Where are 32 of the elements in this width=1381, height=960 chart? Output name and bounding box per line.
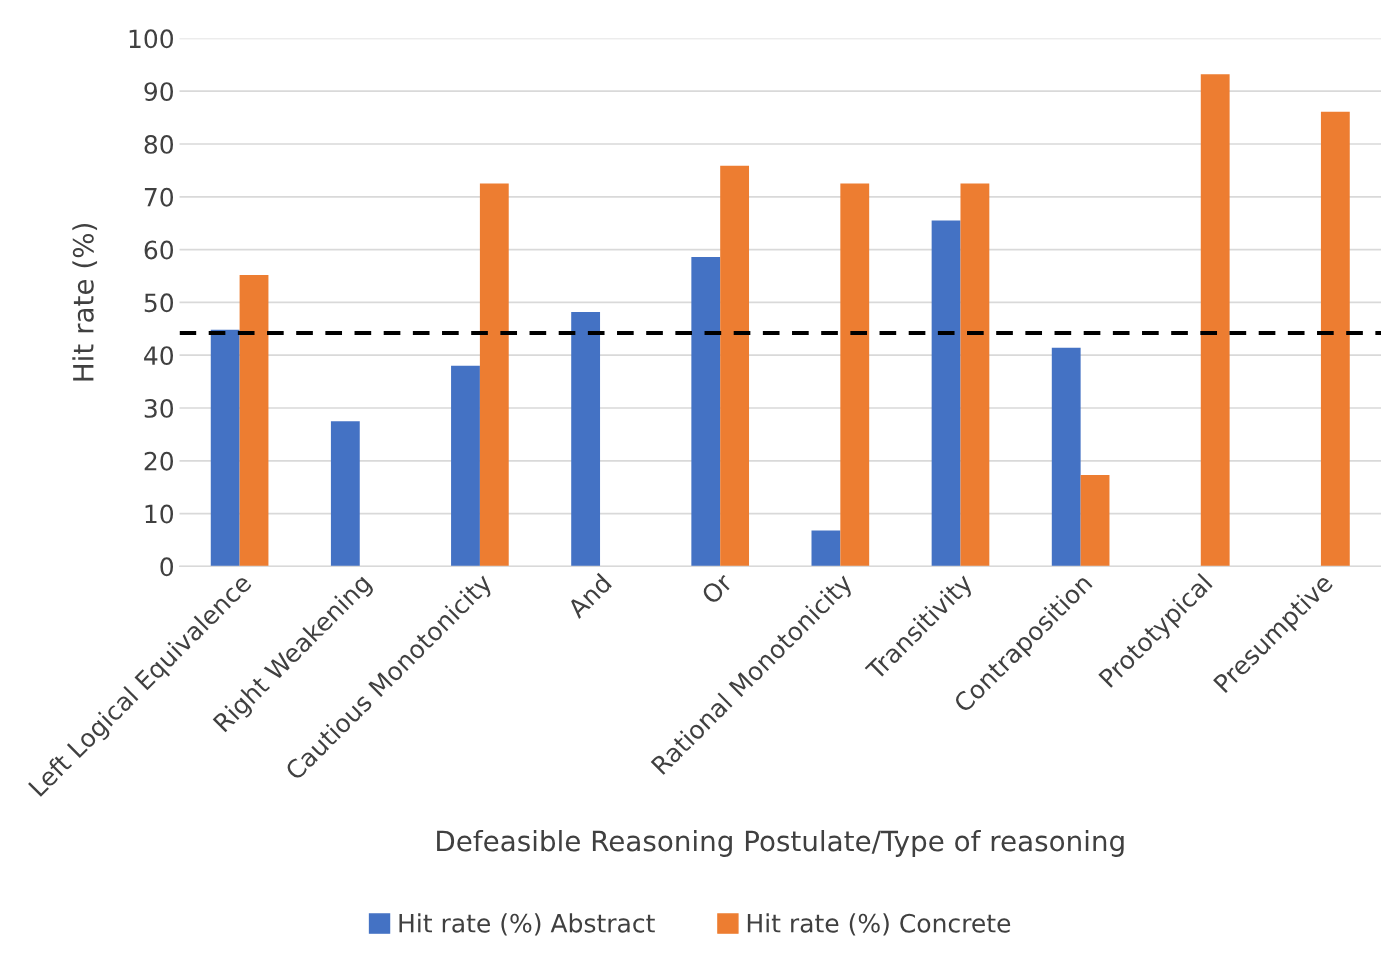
bar [840, 183, 870, 567]
y-axis-title: Hit rate (%) [72, 223, 98, 381]
legend-label: Hit rate (%) Concrete [747, 913, 1011, 936]
y-tick-label: 50 [144, 293, 174, 313]
y-tick-label: 80 [144, 134, 174, 154]
y-tick-label: 70 [144, 187, 174, 207]
bar [1051, 347, 1081, 567]
bar [451, 365, 480, 567]
y-tick-label: 20 [144, 451, 174, 471]
y-tick-label: 10 [145, 504, 174, 524]
bar [1320, 111, 1350, 567]
legend-label: Hit rate (%) Abstract [399, 913, 655, 936]
bar [960, 183, 990, 567]
bar [720, 165, 750, 567]
y-tick-label: 40 [144, 346, 174, 366]
y-tick-label: 0 [160, 557, 174, 577]
bar [1080, 475, 1110, 567]
y-tick-label: 90 [144, 82, 174, 102]
x-tick-label: Or [700, 571, 734, 606]
bar [811, 530, 841, 567]
x-axis-title: Defeasible Reasoning Postulate/Type of reasoning [437, 829, 1124, 857]
bar [1200, 74, 1230, 567]
bar [239, 274, 269, 567]
bar [330, 421, 360, 567]
y-tick-label: 60 [144, 240, 174, 260]
bar [571, 311, 601, 567]
y-tick-label: 30 [144, 398, 174, 418]
y-tick-label: 100 [129, 29, 174, 49]
bar [210, 329, 240, 567]
bar [691, 256, 721, 567]
bar [479, 183, 509, 567]
bar [931, 220, 961, 567]
